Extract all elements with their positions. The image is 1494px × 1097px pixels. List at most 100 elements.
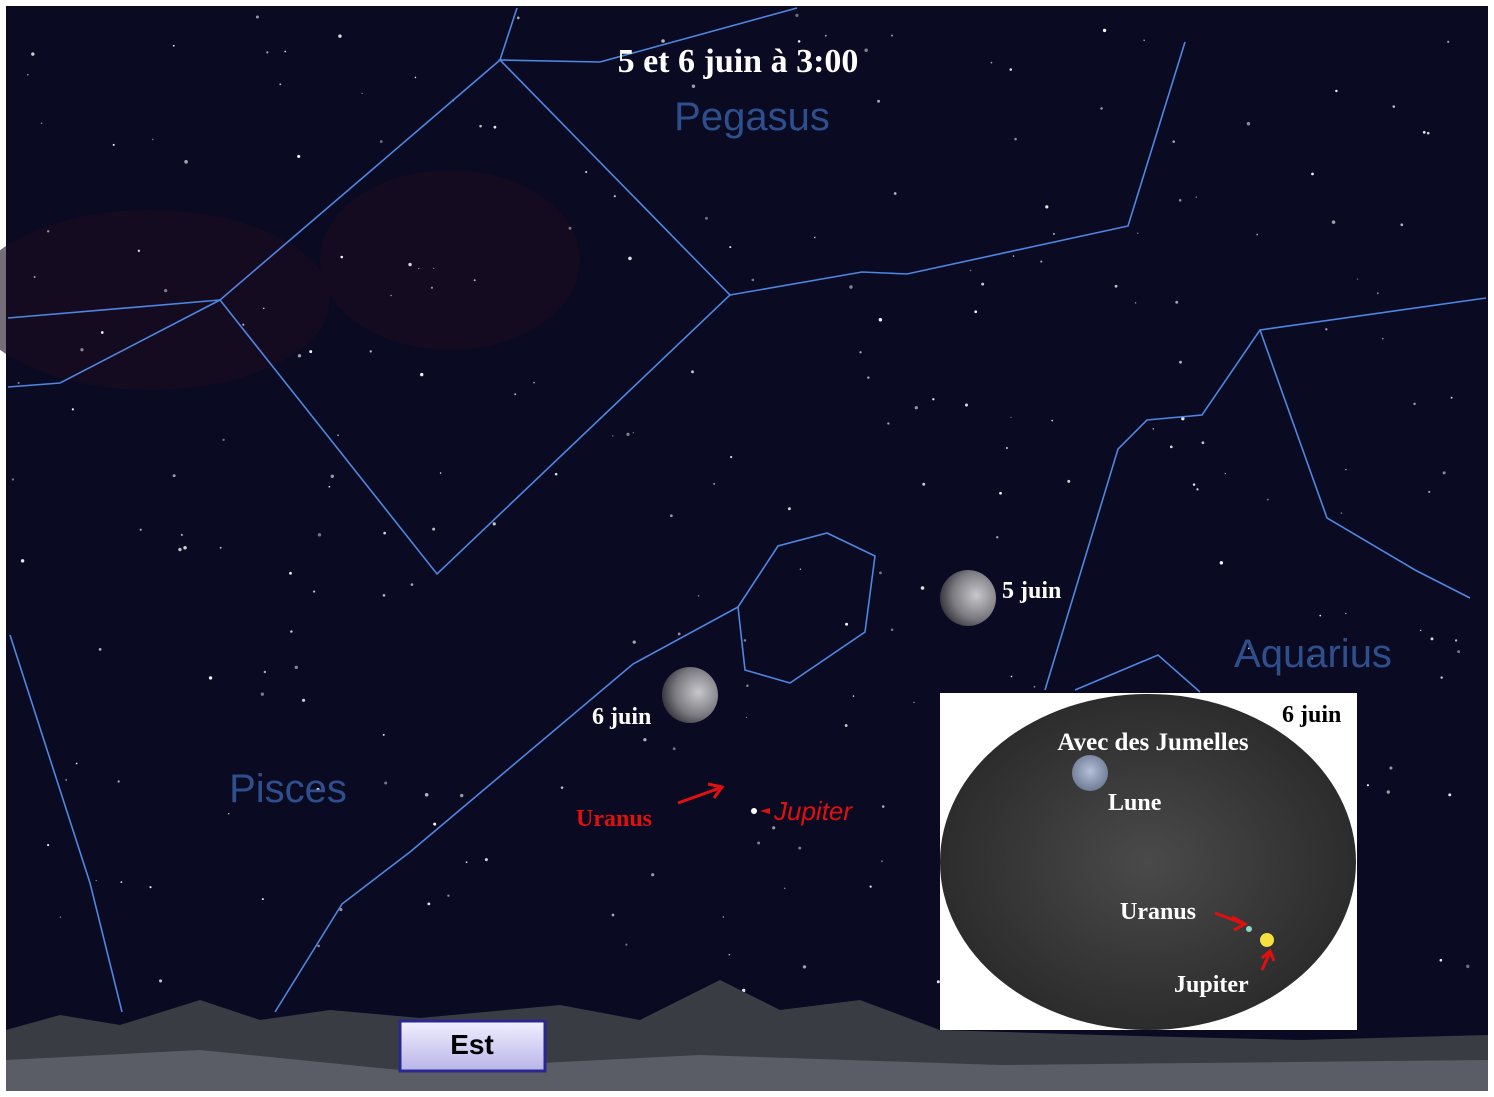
star (1393, 105, 1395, 107)
star (242, 324, 244, 326)
star (173, 45, 175, 47)
star (1428, 491, 1430, 493)
star (757, 841, 760, 844)
star (1045, 205, 1048, 208)
star (1179, 361, 1182, 364)
star (1196, 197, 1197, 198)
star (612, 435, 613, 436)
star (555, 473, 558, 476)
star (729, 246, 731, 248)
star (331, 475, 334, 478)
star (921, 586, 925, 590)
star (1137, 232, 1139, 234)
star (1225, 473, 1226, 474)
star (313, 591, 315, 593)
star (1202, 441, 1205, 444)
star (1319, 615, 1321, 617)
star (1100, 107, 1103, 110)
star (849, 285, 852, 288)
star (1448, 793, 1451, 796)
star (882, 805, 885, 808)
star (932, 398, 934, 400)
star (494, 126, 497, 129)
star (999, 492, 1002, 495)
star (1247, 122, 1250, 125)
inset-title: Avec des Jumelles (1057, 729, 1248, 756)
direction-label: Est (450, 1029, 494, 1060)
star (1175, 301, 1178, 304)
star (1256, 234, 1258, 236)
star (1420, 630, 1421, 631)
star (309, 350, 312, 353)
star (744, 639, 747, 642)
star (1382, 338, 1383, 339)
star (877, 100, 880, 103)
star (113, 144, 115, 146)
planet-label: Uranus (576, 806, 652, 832)
planet (1260, 933, 1274, 947)
star (1387, 790, 1390, 793)
star (1009, 68, 1012, 71)
star (173, 474, 176, 477)
star (1413, 403, 1416, 406)
star (1357, 278, 1358, 279)
star (41, 122, 43, 124)
star (370, 350, 372, 352)
star (164, 289, 167, 292)
star (337, 434, 339, 436)
star (825, 35, 827, 37)
star (1220, 561, 1223, 564)
star (673, 747, 676, 750)
star (991, 62, 993, 64)
star (1196, 488, 1198, 490)
star (263, 308, 264, 309)
star (1440, 676, 1442, 678)
star (1423, 131, 1426, 134)
star (626, 433, 629, 436)
star (1332, 220, 1336, 224)
star (533, 382, 535, 384)
star (633, 641, 636, 644)
star (614, 195, 616, 197)
star (266, 51, 268, 53)
star (1115, 285, 1118, 288)
star (222, 439, 224, 441)
star (1053, 233, 1055, 235)
star (460, 794, 463, 797)
star (447, 895, 449, 897)
planet (1246, 926, 1252, 932)
star (433, 268, 434, 269)
star (220, 547, 222, 549)
star (149, 886, 151, 888)
milky-haze (320, 170, 580, 350)
star (262, 898, 264, 900)
star (1170, 446, 1173, 449)
sky-chart: Pegasus Aquarius Pisces 5 et 6 juin à 3:… (0, 0, 1494, 1097)
title: 5 et 6 juin à 3:00 (618, 43, 859, 80)
star (845, 724, 848, 727)
star (47, 844, 49, 846)
star (420, 373, 423, 376)
star (788, 507, 791, 510)
star (101, 331, 104, 334)
star (772, 826, 775, 829)
star (1267, 499, 1269, 501)
star (853, 695, 854, 696)
star (411, 583, 414, 586)
star (1440, 959, 1443, 962)
star (981, 283, 984, 286)
planet-label: Jupiter (773, 796, 853, 826)
star (72, 408, 74, 410)
star (845, 623, 848, 626)
star (1443, 471, 1446, 474)
star (34, 276, 36, 278)
star (76, 763, 78, 765)
star (338, 34, 342, 38)
moon-label: 6 juin (592, 704, 651, 730)
star (1431, 637, 1434, 640)
star (295, 666, 298, 669)
star (814, 237, 815, 238)
constellation-name: Aquarius (1234, 632, 1392, 676)
star (859, 351, 861, 353)
star (433, 823, 436, 826)
